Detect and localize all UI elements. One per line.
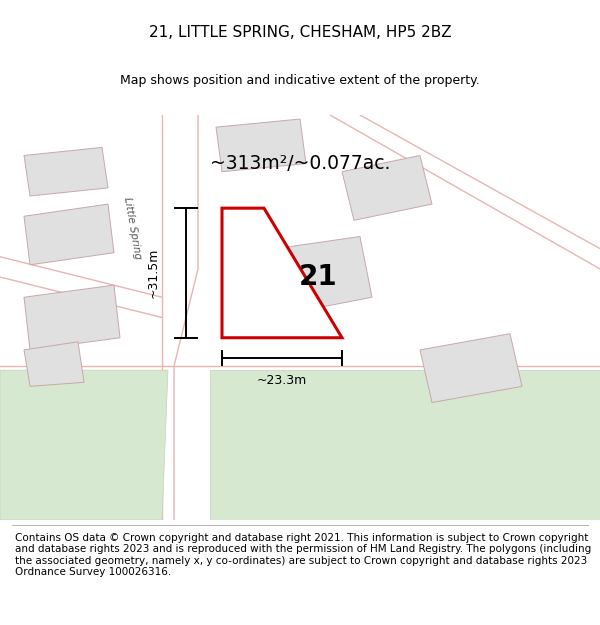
Polygon shape (216, 119, 306, 172)
Text: Contains OS data © Crown copyright and database right 2021. This information is : Contains OS data © Crown copyright and d… (15, 532, 591, 578)
Polygon shape (342, 156, 432, 220)
Polygon shape (228, 277, 306, 338)
Text: ~31.5m: ~31.5m (146, 248, 160, 298)
Polygon shape (276, 236, 372, 314)
Text: Little Spring: Little Spring (122, 196, 142, 260)
Text: 21: 21 (299, 263, 337, 291)
Polygon shape (222, 208, 342, 338)
Text: Map shows position and indicative extent of the property.: Map shows position and indicative extent… (120, 74, 480, 87)
Polygon shape (210, 370, 600, 520)
Polygon shape (24, 204, 114, 265)
Polygon shape (24, 342, 84, 386)
Text: 21, LITTLE SPRING, CHESHAM, HP5 2BZ: 21, LITTLE SPRING, CHESHAM, HP5 2BZ (149, 25, 451, 40)
Polygon shape (24, 148, 108, 196)
Text: ~23.3m: ~23.3m (257, 374, 307, 387)
Polygon shape (0, 370, 168, 520)
Polygon shape (24, 285, 120, 350)
Polygon shape (420, 334, 522, 402)
Text: ~313m²/~0.077ac.: ~313m²/~0.077ac. (210, 154, 390, 173)
